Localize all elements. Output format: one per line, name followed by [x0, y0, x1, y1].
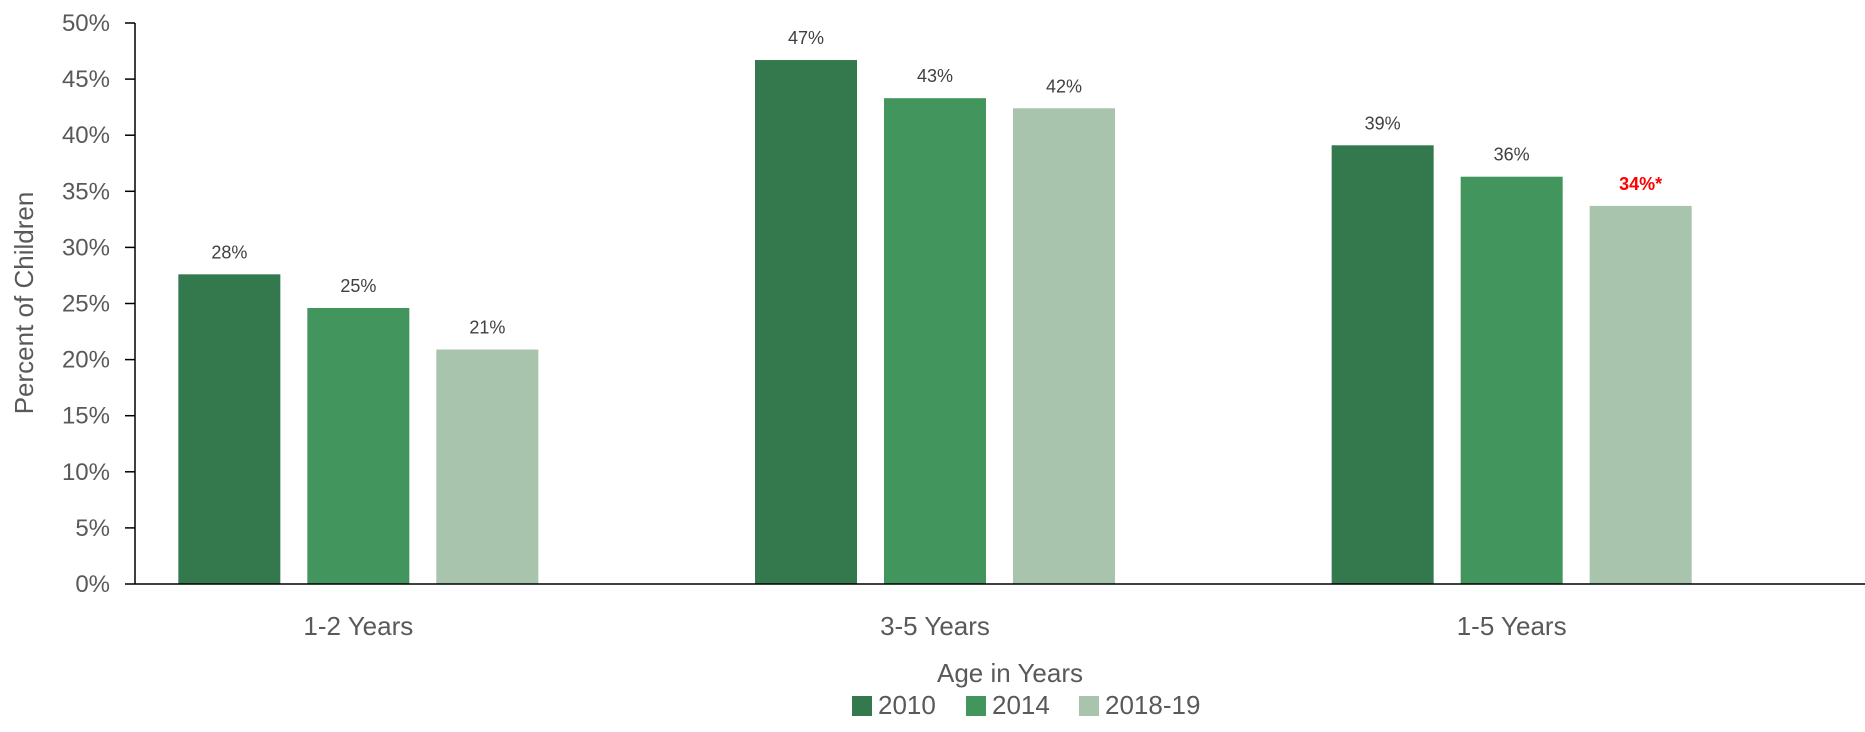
- bar-2014-1-5-years: [1460, 176, 1563, 585]
- y-tick-label: 25%: [62, 291, 110, 318]
- y-tick-label: 35%: [62, 178, 110, 205]
- y-tick-label: 50%: [62, 10, 110, 37]
- data-label: 21%: [469, 318, 505, 338]
- legend-label: 2010: [878, 690, 936, 720]
- data-label: 25%: [340, 276, 376, 296]
- legend-label: 2018-19: [1105, 690, 1200, 720]
- bar-2018-19-3-5-years: [1013, 108, 1115, 584]
- bar-2018-19-1-5-years: [1589, 205, 1692, 585]
- legend-swatch: [1079, 696, 1099, 716]
- data-label: 43%: [917, 66, 953, 86]
- data-label: 28%: [211, 242, 247, 262]
- data-label: 36%: [1494, 145, 1530, 165]
- y-tick-label: 30%: [62, 234, 110, 261]
- bar-2018-19-1-2-years: [436, 349, 539, 584]
- bar-2014-3-5-years: [884, 98, 986, 584]
- x-axis-category-labels: 1-2 Years 3-5 Years 1-5 Years: [303, 611, 1566, 641]
- data-label: 47%: [788, 28, 824, 48]
- data-label: 42%: [1046, 76, 1082, 96]
- x-category-label: 3-5 Years: [880, 611, 990, 641]
- y-axis-title: Percent of Children: [9, 192, 39, 415]
- y-tick-label: 20%: [62, 347, 110, 374]
- data-label: 39%: [1365, 113, 1401, 133]
- bar-2010-3-5-years: [755, 60, 857, 584]
- y-tick-label: 10%: [62, 459, 110, 486]
- y-tick-label: 0%: [75, 571, 110, 598]
- y-tick-label: 45%: [62, 66, 110, 93]
- bar-2014-1-2-years: [307, 307, 410, 584]
- y-axis-ticks: 0% 5% 10% 15% 20% 25% 30% 35% 40% 45% 50%: [62, 10, 135, 598]
- bar-2010-1-5-years: [1331, 145, 1434, 584]
- y-tick-label: 40%: [62, 122, 110, 149]
- legend-swatch: [852, 696, 872, 716]
- legend: 2010 2014 2018-19: [852, 690, 1200, 720]
- data-labels: 28% 25% 21% 47% 43% 42% 39% 36% 34%*: [211, 28, 1662, 337]
- legend-label: 2014: [992, 690, 1050, 720]
- y-tick-label: 5%: [75, 515, 110, 542]
- y-tick-label: 15%: [62, 403, 110, 430]
- x-axis-title: Age in Years: [937, 658, 1083, 688]
- data-label: 34%*: [1619, 174, 1662, 194]
- bar-2010-1-2-years: [178, 274, 281, 584]
- bars: [178, 60, 1692, 585]
- legend-swatch: [966, 696, 986, 716]
- x-category-label: 1-2 Years: [303, 611, 413, 641]
- x-category-label: 1-5 Years: [1457, 611, 1567, 641]
